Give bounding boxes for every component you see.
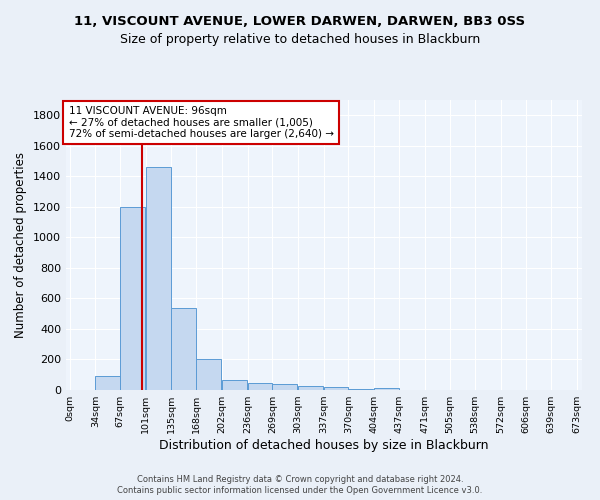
Bar [222, 380, 247, 390]
Bar [323, 387, 349, 390]
Bar [272, 384, 297, 390]
X-axis label: Distribution of detached houses by size in Blackburn: Distribution of detached houses by size … [159, 439, 489, 452]
Text: 11, VISCOUNT AVENUE, LOWER DARWEN, DARWEN, BB3 0SS: 11, VISCOUNT AVENUE, LOWER DARWEN, DARWE… [74, 15, 526, 28]
Bar [196, 358, 221, 390]
Bar [146, 167, 171, 390]
Bar [349, 389, 373, 390]
Bar [172, 308, 196, 390]
Text: Size of property relative to detached houses in Blackburn: Size of property relative to detached ho… [120, 32, 480, 46]
Bar [95, 376, 120, 390]
Bar [298, 386, 323, 390]
Text: Contains public sector information licensed under the Open Government Licence v3: Contains public sector information licen… [118, 486, 482, 495]
Bar [374, 388, 399, 390]
Text: 11 VISCOUNT AVENUE: 96sqm
← 27% of detached houses are smaller (1,005)
72% of se: 11 VISCOUNT AVENUE: 96sqm ← 27% of detac… [68, 106, 334, 139]
Text: Contains HM Land Registry data © Crown copyright and database right 2024.: Contains HM Land Registry data © Crown c… [137, 475, 463, 484]
Bar [248, 382, 272, 390]
Y-axis label: Number of detached properties: Number of detached properties [14, 152, 28, 338]
Bar [120, 207, 145, 390]
